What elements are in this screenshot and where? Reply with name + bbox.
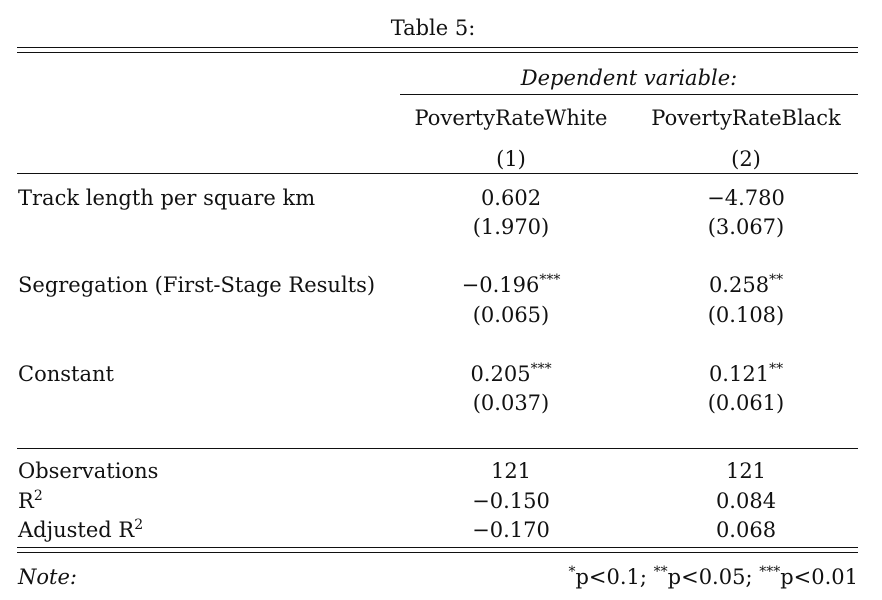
stat-label: R2 <box>18 488 43 513</box>
stat-label: Adjusted R2 <box>18 517 144 542</box>
standard-error: (0.037) <box>472 391 550 415</box>
coefficient: −4.780 <box>707 186 785 210</box>
stats-top-rule <box>17 448 858 450</box>
top-rule <box>17 47 858 49</box>
coefficient: 0.121** <box>708 361 784 386</box>
standard-error: (0.065) <box>472 303 550 327</box>
standard-error: (3.067) <box>707 215 785 239</box>
stat-value: 121 <box>490 459 532 483</box>
stat-value: −0.170 <box>472 518 550 542</box>
dependent-variable-heading: Dependent variable: <box>520 66 738 90</box>
coefficient: 0.205*** <box>470 361 552 386</box>
standard-error: (0.061) <box>707 391 785 415</box>
row-label: Track length per square km <box>18 186 316 210</box>
table-caption: Table 5: <box>390 16 476 40</box>
coefficient: 0.602 <box>480 186 542 210</box>
column-number: (2) <box>731 147 761 171</box>
stat-value: −0.150 <box>472 489 550 513</box>
significance-note: *p<0.1; **p<0.05; ***p<0.01 <box>568 564 858 589</box>
column-number: (1) <box>496 147 526 171</box>
bottom-rule <box>17 552 858 554</box>
column-name: PovertyRateWhite <box>414 106 608 130</box>
row-label: Constant <box>18 362 114 386</box>
header-partial-rule <box>400 94 858 96</box>
coefficient: 0.258** <box>708 272 784 297</box>
header-bottom-rule <box>17 173 858 175</box>
standard-error: (1.970) <box>472 215 550 239</box>
stat-value: 0.068 <box>715 518 777 542</box>
note-label: Note: <box>18 565 77 589</box>
standard-error: (0.108) <box>707 303 785 327</box>
coefficient: −0.196*** <box>461 272 561 297</box>
top-rule <box>17 52 858 54</box>
bottom-rule <box>17 547 858 549</box>
column-name: PovertyRateBlack <box>651 106 841 130</box>
stat-value: 0.084 <box>715 489 777 513</box>
stat-label: Observations <box>18 459 159 483</box>
stat-value: 121 <box>725 459 767 483</box>
row-label: Segregation (First-Stage Results) <box>18 273 376 297</box>
